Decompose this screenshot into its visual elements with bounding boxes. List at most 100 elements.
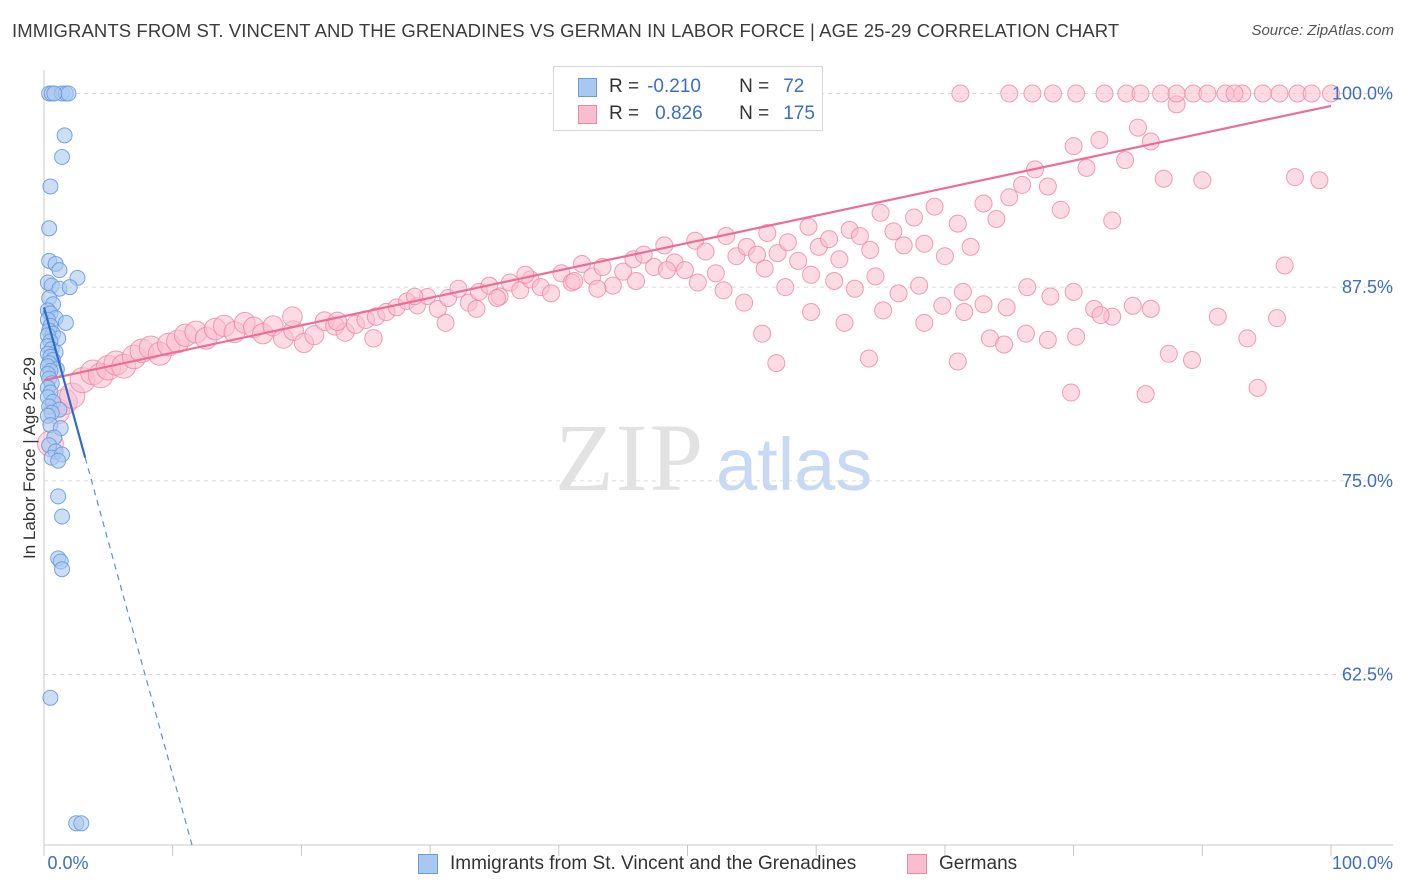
data-point-germans: [1123, 296, 1142, 315]
legend-r-value-pink: 0.826: [655, 103, 703, 124]
watermark-atlas: atlas: [716, 423, 872, 506]
data-point-germans: [282, 306, 303, 327]
data-point-germans: [1062, 383, 1081, 402]
data-point-germans: [1067, 84, 1086, 103]
data-point-germans: [1159, 344, 1178, 363]
data-point-germans: [696, 242, 715, 261]
data-point-germans: [925, 197, 944, 216]
data-point-immigrants: [54, 508, 71, 525]
data-point-germans: [948, 214, 967, 233]
data-point-germans: [753, 324, 772, 343]
data-point-germans: [364, 329, 383, 348]
data-point-immigrants: [60, 85, 77, 102]
legend-row-pink: R = 0.826 N = 175: [578, 101, 815, 127]
chart-title: IMMIGRANTS FROM ST. VINCENT AND THE GREN…: [12, 20, 1120, 41]
data-point-germans: [565, 271, 584, 290]
data-point-germans: [1041, 287, 1060, 306]
data-point-immigrants: [56, 127, 73, 144]
data-point-germans: [871, 203, 890, 222]
data-point-germans: [488, 289, 507, 308]
data-point-germans: [1141, 299, 1160, 318]
source-label: Source: ZipAtlas.com: [1251, 22, 1394, 39]
legend-swatch-pink: [578, 104, 597, 124]
data-point-germans: [614, 262, 633, 281]
bottom-legend-item-immigrants: Immigrants from St. Vincent and the Gren…: [418, 853, 856, 875]
data-point-germans: [1193, 171, 1212, 190]
data-point-immigrants: [51, 262, 68, 279]
data-point-immigrants: [46, 85, 63, 102]
y-tick-label: 87.5%: [1342, 277, 1393, 297]
data-point-immigrants: [42, 689, 59, 706]
data-point-germans: [755, 259, 774, 278]
data-point-germans: [955, 302, 974, 321]
data-point-germans: [1016, 324, 1035, 343]
data-point-germans: [467, 299, 486, 318]
data-point-germans: [706, 264, 725, 283]
data-point-germans: [1131, 84, 1150, 103]
data-point-germans: [830, 250, 849, 269]
y-tick-label: 62.5%: [1342, 665, 1393, 685]
data-point-germans: [758, 223, 777, 242]
data-point-germans: [1077, 158, 1096, 177]
data-point-germans: [1253, 84, 1272, 103]
data-point-germans: [1064, 137, 1083, 156]
data-point-immigrants: [50, 488, 67, 505]
legend-r-label: R =: [609, 103, 640, 124]
bottom-legend-label-immigrants: Immigrants from St. Vincent and the Gren…: [450, 853, 857, 874]
data-point-germans: [948, 352, 967, 371]
data-point-germans: [1136, 385, 1155, 404]
data-point-germans: [915, 313, 934, 332]
data-point-immigrants: [54, 149, 71, 166]
data-point-germans: [820, 230, 839, 249]
data-point-germans: [588, 279, 607, 298]
data-point-germans: [1183, 351, 1202, 370]
data-point-germans: [1141, 132, 1160, 151]
data-point-germans: [767, 354, 786, 373]
data-point-germans: [1167, 84, 1186, 103]
bottom-legend-swatch-blue: [418, 854, 438, 874]
x-tick-label: 0.0%: [47, 853, 88, 873]
data-point-germans: [1238, 329, 1257, 348]
data-point-germans: [961, 237, 980, 256]
data-point-germans: [1013, 175, 1032, 194]
data-point-immigrants: [42, 178, 59, 195]
svg-immigrants-points: [39, 85, 90, 832]
legend-n-label: N =: [739, 103, 770, 124]
data-point-germans: [1310, 171, 1329, 190]
data-point-germans: [1038, 177, 1057, 196]
x-tick-label: 100.0%: [1332, 853, 1393, 873]
data-point-germans: [603, 276, 622, 295]
data-point-germans: [657, 261, 676, 280]
data-point-germans: [953, 282, 972, 301]
data-point-immigrants: [61, 279, 78, 296]
data-point-germans: [802, 302, 821, 321]
stats-legend: R = -0.210 N = 72 R = 0.826 N = 175: [553, 66, 823, 131]
data-point-germans: [1208, 307, 1227, 326]
data-point-germans: [799, 217, 818, 236]
data-point-germans: [1270, 84, 1289, 103]
data-point-germans: [884, 222, 903, 241]
data-point-germans: [1128, 118, 1147, 137]
y-tick-label: 75.0%: [1342, 471, 1393, 491]
data-point-germans: [1302, 84, 1321, 103]
trend-line-immigrants: [42, 307, 87, 458]
data-point-germans: [915, 234, 934, 253]
grid-lines: [44, 92, 1393, 676]
data-point-germans: [776, 278, 795, 297]
data-point-germans: [449, 279, 468, 298]
data-point-germans: [1091, 306, 1110, 325]
data-point-germans: [747, 245, 766, 264]
data-point-germans: [951, 84, 970, 103]
data-point-germans: [1044, 84, 1063, 103]
legend-n-label: N =: [739, 76, 770, 97]
data-point-germans: [1152, 84, 1171, 103]
trend-line-germans: [43, 104, 1332, 382]
legend-n-value-blue: 72: [783, 76, 805, 97]
tick-labels: 62.5% 75.0% 87.5% 100.0% 0.0% 100.0%: [47, 83, 1393, 873]
data-point-germans: [825, 271, 844, 290]
data-point-germans: [714, 281, 733, 300]
data-point-germans: [974, 295, 993, 314]
legend-r-label: R =: [609, 76, 640, 97]
data-point-germans: [516, 265, 535, 284]
